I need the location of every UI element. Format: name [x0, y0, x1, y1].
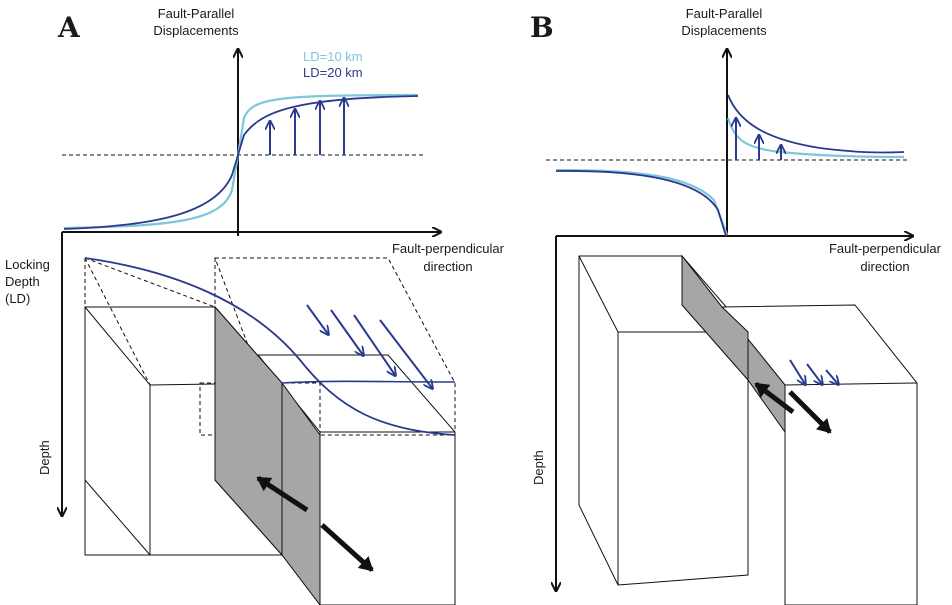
panel-b-x-axis-label-line1: Fault-perpendicular — [829, 241, 942, 256]
panel-a-letter: A — [57, 11, 81, 44]
panel-a-surface-arrow — [306, 304, 328, 334]
legend-ld20: LD=20 km — [303, 65, 363, 80]
panel-a-slip-arrow-left — [256, 475, 309, 513]
locking-depth-label-line1: Locking — [5, 257, 50, 272]
panel-b-depth-label: Depth — [531, 450, 546, 485]
panel-b-letter: B — [530, 11, 554, 44]
panel-b-slip-arrow-right — [788, 390, 832, 434]
curve-ld10-right — [726, 117, 905, 159]
panel-b-surface-arrow — [789, 359, 805, 384]
panel-a-fault-plane-face — [214, 305, 283, 557]
panel-b-y-axis-label-line2: Displacements — [681, 23, 767, 38]
panel-a-y-axis-label-line1: Fault-Parallel — [158, 6, 235, 21]
panel-a-y-axis-label-line2: Displacements — [153, 23, 239, 38]
curve-ld20-left — [555, 170, 727, 237]
panel-b-x-axis-label-line2: direction — [860, 259, 909, 274]
curve-ld20 — [63, 95, 419, 230]
panel-a-x-axis-label-line2: direction — [423, 259, 472, 274]
panel-b-fault-plane-face — [681, 254, 749, 382]
panel-b-surface-arrow — [825, 369, 838, 384]
locking-depth-label-line3: (LD) — [5, 291, 30, 306]
curve-ld10 — [63, 93, 419, 230]
panel-a-surface-arrow — [330, 309, 363, 355]
legend-ld10: LD=10 km — [303, 49, 363, 64]
curve-ld20-right — [727, 94, 905, 154]
panel-b-y-axis-label-line1: Fault-Parallel — [686, 6, 763, 21]
locking-depth-label-line2: Depth — [5, 274, 40, 289]
panel-a-surface-arrow — [379, 319, 432, 388]
panel-b-slip-arrow-left — [754, 382, 795, 414]
panel-a-x-axis-label-line1: Fault-perpendicular — [392, 241, 505, 256]
panel-b: B Fault-Parallel Displacements Fault-per… — [530, 6, 942, 605]
panel-b-surface-arrow — [806, 363, 822, 384]
curve-ld10-left — [555, 168, 729, 236]
panel-a-slip-arrow-right — [320, 523, 374, 572]
panel-a: A Fault-Parallel Displacements LD=10 km … — [5, 6, 505, 605]
panel-a-locking-depth-curve — [84, 257, 456, 436]
panel-a-surface-arrow — [353, 314, 395, 375]
panel-a-depth-label: Depth — [37, 440, 52, 475]
panel-b-block-diagram — [578, 255, 918, 605]
